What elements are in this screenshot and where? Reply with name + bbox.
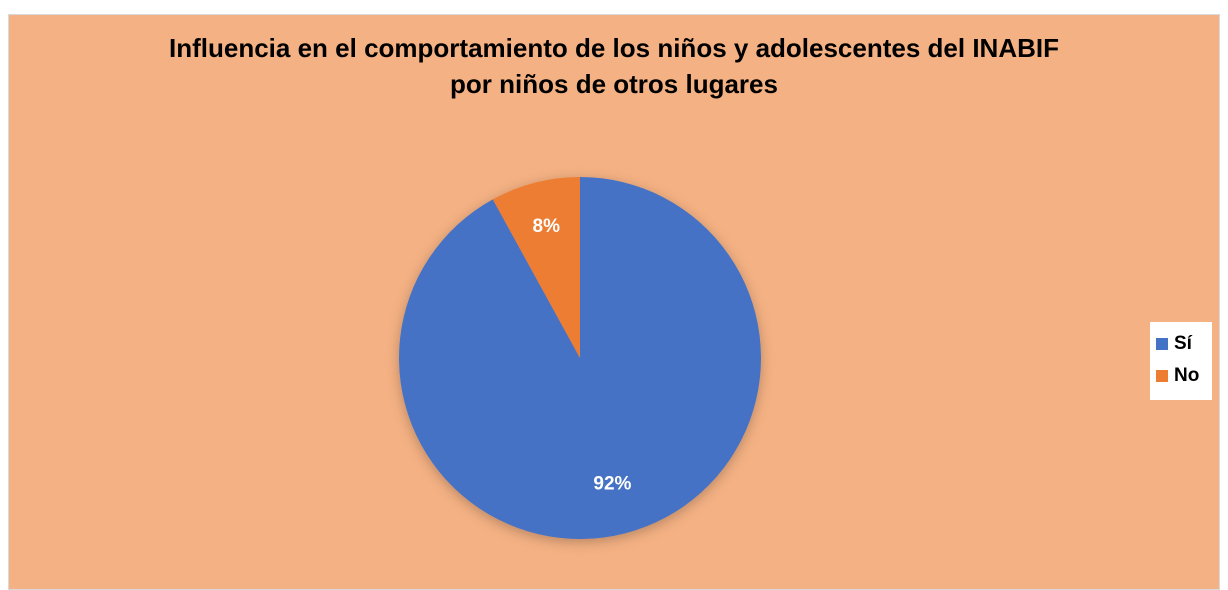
pie-slice-no xyxy=(492,177,580,358)
chart-title-line-1: Influencia en el comportamiento de los n… xyxy=(169,33,1059,63)
chart-title-line-2: por niños de otros lugares xyxy=(450,69,778,99)
legend-label-si: Sí xyxy=(1174,333,1192,354)
data-label-no: 8% xyxy=(533,216,561,237)
legend-swatch-no xyxy=(1156,370,1168,382)
legend-item-no: No xyxy=(1156,360,1212,392)
legend-item-si: Sí xyxy=(1156,328,1212,360)
legend-label-no: No xyxy=(1174,365,1200,386)
data-label-si: 92% xyxy=(593,474,631,495)
legend-swatch-si xyxy=(1156,338,1168,350)
chart-title: Influencia en el comportamiento de los n… xyxy=(0,30,1228,102)
legend: Sí No xyxy=(1150,322,1212,400)
